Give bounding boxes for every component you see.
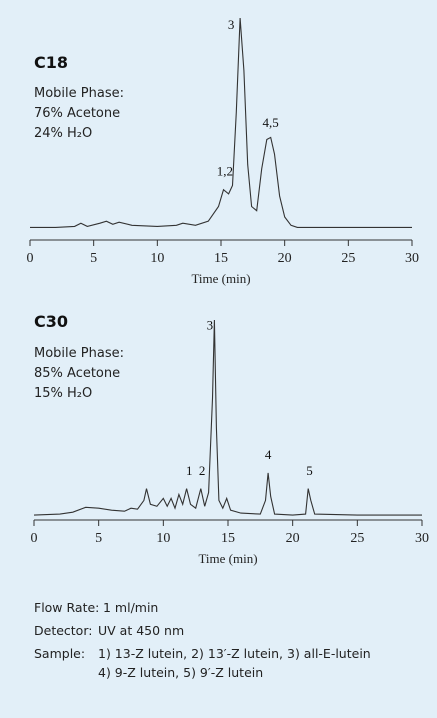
peak-label: 3 — [207, 318, 214, 333]
x-tick-label: 15 — [221, 531, 235, 546]
peak-label: 4,5 — [263, 115, 279, 130]
peak-label: 5 — [306, 463, 313, 478]
footer-label: Detector: — [34, 623, 92, 638]
x-tick-label: 20 — [278, 251, 292, 266]
signal-line — [30, 17, 412, 228]
peak-label: 1,2 — [217, 163, 233, 178]
x-tick-label: 15 — [214, 251, 228, 266]
peak-label: 1 — [186, 463, 193, 478]
peak-label: 4 — [265, 447, 272, 462]
chart-note: Mobile Phase: — [34, 346, 124, 361]
x-tick-label: 25 — [350, 531, 364, 546]
chart-note: 15% H₂O — [34, 386, 92, 401]
x-axis-label: Time (min) — [198, 551, 257, 566]
footer-value: 1) 13-Z lutein, 2) 13′-Z lutein, 3) all-… — [98, 646, 371, 661]
x-tick-label: 25 — [341, 251, 355, 266]
footer-value: UV at 450 nm — [98, 623, 184, 638]
x-tick-label: 10 — [156, 531, 170, 546]
x-tick-label: 5 — [95, 531, 102, 546]
footer-label: Flow Rate: — [34, 600, 99, 615]
x-tick-label: 5 — [90, 251, 97, 266]
footer-value: 1 ml/min — [103, 600, 158, 615]
chart-label: C18 — [34, 53, 68, 72]
chart-note: 24% H₂O — [34, 126, 92, 141]
x-tick-label: 30 — [405, 251, 419, 266]
x-tick-label: 10 — [150, 251, 164, 266]
peak-label: 2 — [199, 463, 206, 478]
chart-note: Mobile Phase: — [34, 86, 124, 101]
chart-note: 76% Acetone — [34, 106, 120, 121]
x-tick-label: 30 — [415, 531, 429, 546]
x-tick-label: 20 — [286, 531, 300, 546]
footer-value: 4) 9-Z lutein, 5) 9′-Z lutein — [98, 665, 263, 680]
x-tick-label: 0 — [31, 531, 38, 546]
peak-label: 3 — [228, 17, 235, 32]
signal-line — [33, 319, 422, 516]
footer-label: Sample: — [34, 646, 85, 661]
x-axis-label: Time (min) — [191, 271, 250, 286]
chart-note: 85% Acetone — [34, 366, 120, 381]
chart-label: C30 — [34, 312, 68, 331]
x-tick-label: 0 — [27, 251, 34, 266]
